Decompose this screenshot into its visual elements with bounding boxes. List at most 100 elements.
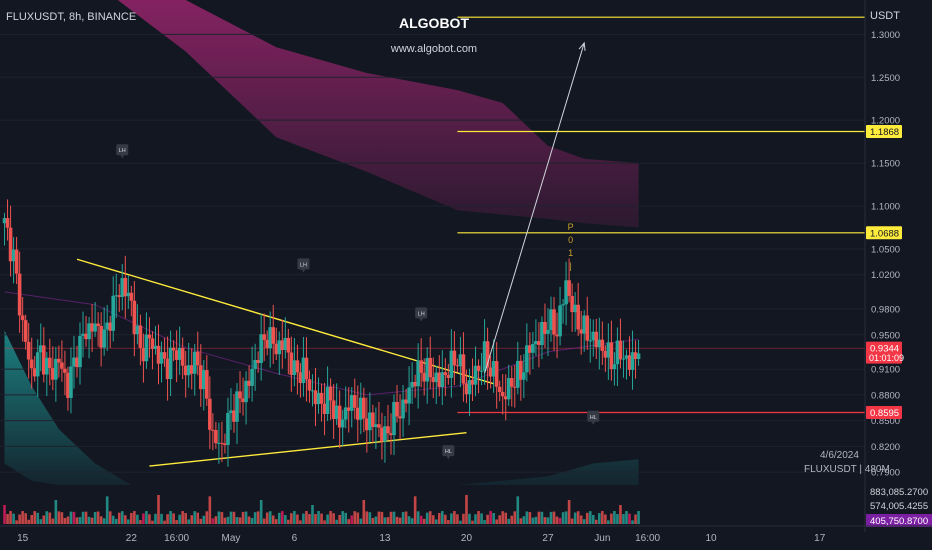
candle[interactable] <box>229 388 233 430</box>
candle[interactable] <box>250 346 254 402</box>
candle[interactable] <box>32 356 37 382</box>
candle[interactable] <box>283 317 288 359</box>
candle[interactable] <box>87 317 91 359</box>
candle[interactable] <box>609 320 614 381</box>
candle[interactable] <box>201 360 206 411</box>
candle[interactable] <box>603 345 608 372</box>
candle[interactable] <box>389 413 393 455</box>
candle[interactable] <box>331 384 336 439</box>
pattern-label[interactable]: LH <box>297 258 310 273</box>
candle[interactable] <box>567 258 571 303</box>
candle[interactable] <box>506 364 511 406</box>
candle[interactable] <box>479 352 484 386</box>
candle[interactable] <box>470 358 475 402</box>
candle[interactable] <box>244 371 248 425</box>
candle[interactable] <box>322 382 327 436</box>
candle[interactable] <box>235 383 239 444</box>
pattern-label[interactable]: LH <box>415 307 428 322</box>
candle[interactable] <box>594 318 599 360</box>
candle[interactable] <box>570 283 574 332</box>
candle[interactable] <box>500 374 505 415</box>
candle[interactable] <box>96 312 100 347</box>
candle[interactable] <box>256 351 260 373</box>
candle[interactable] <box>534 319 538 356</box>
candle[interactable] <box>102 307 106 356</box>
candle[interactable] <box>606 323 611 380</box>
candle[interactable] <box>223 433 227 454</box>
candle[interactable] <box>108 315 113 348</box>
candle[interactable] <box>75 345 79 378</box>
candle[interactable] <box>132 281 137 357</box>
candle[interactable] <box>147 317 152 358</box>
candle[interactable] <box>522 354 526 398</box>
candle[interactable] <box>473 346 478 397</box>
candle[interactable] <box>217 422 221 464</box>
candle[interactable] <box>346 387 351 433</box>
candle[interactable] <box>425 347 430 404</box>
candle[interactable] <box>476 359 481 394</box>
candle[interactable] <box>247 365 251 399</box>
candle[interactable] <box>591 319 596 357</box>
candle[interactable] <box>377 401 381 438</box>
candle[interactable] <box>183 350 188 398</box>
candle[interactable] <box>280 319 285 369</box>
candle[interactable] <box>368 392 372 443</box>
candle[interactable] <box>449 329 454 398</box>
candle[interactable] <box>488 355 493 389</box>
pattern-label[interactable]: HL <box>587 410 600 425</box>
candle[interactable] <box>543 303 547 348</box>
candle[interactable] <box>630 330 635 390</box>
candle[interactable] <box>615 327 620 386</box>
candle[interactable] <box>552 296 556 351</box>
candle[interactable] <box>117 284 122 312</box>
candle[interactable] <box>380 412 384 460</box>
candle[interactable] <box>531 331 535 370</box>
candle[interactable] <box>60 340 64 382</box>
symbol-title[interactable]: FLUXUSDT, 8h, BINANCE <box>6 11 137 23</box>
candle[interactable] <box>349 387 354 428</box>
candle[interactable] <box>111 276 116 342</box>
candle[interactable] <box>168 330 173 397</box>
candle[interactable] <box>558 286 562 346</box>
candle[interactable] <box>205 355 209 407</box>
candle[interactable] <box>259 313 263 381</box>
candle[interactable] <box>528 332 532 375</box>
candle[interactable] <box>621 340 626 378</box>
candle[interactable] <box>226 397 230 467</box>
candle[interactable] <box>546 308 550 357</box>
candle[interactable] <box>14 236 19 285</box>
candle[interactable] <box>189 348 194 390</box>
candle[interactable] <box>328 378 333 420</box>
candle[interactable] <box>289 336 294 392</box>
candle[interactable] <box>195 331 200 376</box>
candle[interactable] <box>123 255 128 319</box>
candle[interactable] <box>78 322 82 385</box>
candle[interactable] <box>44 352 49 397</box>
candle[interactable] <box>307 370 312 403</box>
candle[interactable] <box>407 366 411 426</box>
candle[interactable] <box>461 332 466 402</box>
candle[interactable] <box>549 296 553 342</box>
candle[interactable] <box>51 346 55 391</box>
candle[interactable] <box>410 362 414 405</box>
candle[interactable] <box>29 337 34 389</box>
candle[interactable] <box>35 339 40 397</box>
candle[interactable] <box>512 365 517 408</box>
projection-arrow[interactable] <box>484 42 585 374</box>
candle[interactable] <box>428 336 433 390</box>
candle[interactable] <box>358 382 363 435</box>
candle[interactable] <box>192 343 197 396</box>
candle[interactable] <box>38 323 43 372</box>
pattern-label[interactable]: HL <box>442 445 455 460</box>
candle[interactable] <box>612 352 617 386</box>
candle[interactable] <box>135 304 140 345</box>
candle[interactable] <box>362 387 366 433</box>
candle[interactable] <box>180 337 185 380</box>
candle[interactable] <box>431 357 436 399</box>
candle[interactable] <box>491 339 496 393</box>
candle[interactable] <box>156 324 161 385</box>
candle[interactable] <box>220 421 224 463</box>
candle[interactable] <box>618 318 623 369</box>
candle[interactable] <box>440 350 445 406</box>
candle[interactable] <box>8 205 13 277</box>
